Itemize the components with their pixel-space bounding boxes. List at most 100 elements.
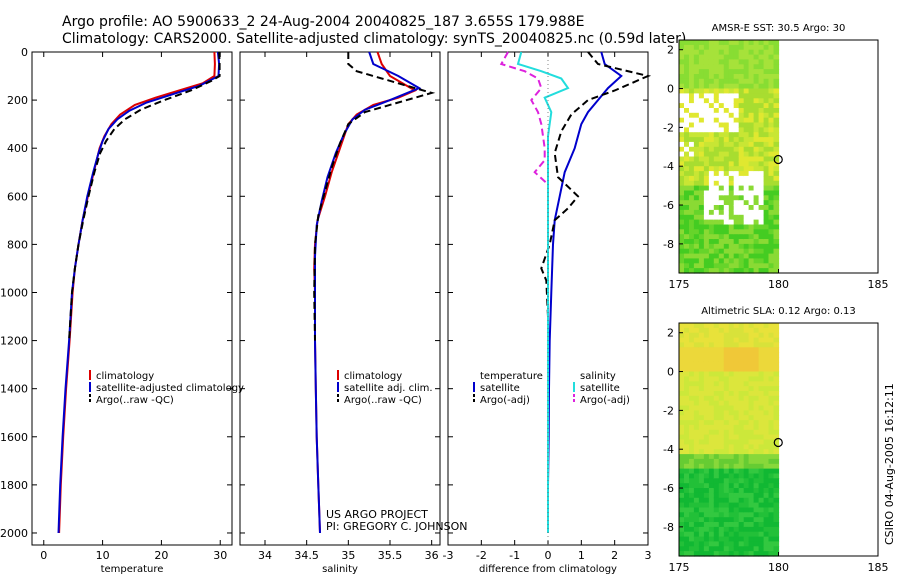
map-cell bbox=[758, 74, 765, 80]
map-cell bbox=[768, 405, 775, 411]
map-cell bbox=[733, 122, 740, 128]
map-cell bbox=[768, 478, 775, 484]
map-cell bbox=[718, 156, 725, 162]
map-cell bbox=[743, 132, 750, 138]
map-cell bbox=[679, 59, 685, 65]
map-cell bbox=[733, 458, 740, 465]
map-cell bbox=[689, 263, 695, 269]
map-cell bbox=[708, 357, 715, 363]
map-cell bbox=[763, 454, 770, 460]
map-cell bbox=[713, 342, 720, 348]
map-cell bbox=[773, 166, 780, 172]
map-cell bbox=[773, 161, 780, 167]
map-cell bbox=[773, 209, 780, 216]
map-cell bbox=[733, 78, 740, 85]
map-cell bbox=[768, 439, 775, 445]
map-cell bbox=[738, 546, 745, 552]
map-cell bbox=[713, 127, 720, 133]
y-tick-label: 600 bbox=[7, 190, 28, 203]
map-cell bbox=[718, 234, 725, 240]
map-cell bbox=[713, 468, 720, 475]
map-cell bbox=[679, 74, 685, 80]
map-cell bbox=[748, 420, 755, 426]
map-cell bbox=[718, 361, 725, 368]
map-cell bbox=[718, 434, 725, 441]
map-cell bbox=[763, 352, 770, 358]
map-cell bbox=[743, 429, 750, 436]
map-cell bbox=[698, 209, 705, 216]
map-cell bbox=[753, 468, 760, 475]
map-cell bbox=[713, 327, 720, 334]
map-cell bbox=[713, 151, 720, 158]
map-cell bbox=[753, 386, 760, 392]
map-cell bbox=[768, 151, 775, 158]
map-cell bbox=[723, 49, 730, 56]
map-cell bbox=[679, 234, 685, 240]
map-cell bbox=[758, 268, 765, 274]
map-cell bbox=[728, 40, 735, 46]
map-cell bbox=[693, 93, 700, 99]
map-cell bbox=[679, 175, 685, 182]
map-cell bbox=[753, 103, 760, 109]
map-cell bbox=[738, 74, 745, 80]
map-cell bbox=[684, 332, 690, 339]
map-cell bbox=[743, 488, 750, 494]
map-cell bbox=[738, 454, 745, 460]
map-cell bbox=[679, 357, 685, 363]
map-cell bbox=[679, 185, 685, 192]
map-cell bbox=[693, 376, 700, 382]
map-cell bbox=[703, 83, 710, 90]
map-cell bbox=[728, 391, 735, 397]
map-cell bbox=[738, 337, 745, 344]
map-cell bbox=[723, 366, 730, 373]
map-cell bbox=[723, 205, 730, 211]
map-cell bbox=[723, 478, 730, 484]
map-cell bbox=[773, 258, 780, 264]
map-cell bbox=[693, 526, 700, 533]
map-cell bbox=[728, 517, 735, 523]
map-cell bbox=[743, 541, 750, 547]
map-cell bbox=[693, 415, 700, 421]
map-cell bbox=[763, 69, 770, 75]
map-cell bbox=[718, 327, 725, 334]
map-cell bbox=[684, 478, 690, 484]
map-cell bbox=[758, 98, 765, 104]
map-cell bbox=[743, 361, 750, 368]
map-cell bbox=[689, 59, 695, 65]
map-cell bbox=[728, 175, 735, 182]
map-cell bbox=[753, 243, 760, 250]
map-cell bbox=[684, 381, 690, 387]
map-cell bbox=[768, 74, 775, 80]
map-cell bbox=[698, 156, 705, 162]
map-cell bbox=[684, 424, 690, 431]
map-cell bbox=[758, 166, 765, 172]
map-cell bbox=[708, 258, 715, 264]
map-cell bbox=[743, 54, 750, 61]
map-cell bbox=[684, 49, 690, 56]
map-cell bbox=[693, 219, 700, 226]
map-cell bbox=[684, 258, 690, 264]
map-cell bbox=[693, 468, 700, 475]
map-cell bbox=[733, 536, 740, 543]
map-cell bbox=[698, 458, 705, 465]
map-cell bbox=[753, 444, 760, 450]
map-cell bbox=[718, 146, 725, 153]
map-cell bbox=[708, 449, 715, 455]
map-cell bbox=[738, 366, 745, 373]
map-cell bbox=[728, 347, 735, 353]
map-cell bbox=[689, 122, 695, 128]
map-cell bbox=[728, 434, 735, 441]
map-cell bbox=[698, 473, 705, 479]
x-axis-label: salinity bbox=[322, 564, 358, 575]
map-cell bbox=[684, 54, 690, 61]
map-cell bbox=[723, 103, 730, 109]
map-cell bbox=[768, 253, 775, 260]
map-cell bbox=[689, 127, 695, 133]
map-cell bbox=[679, 44, 685, 51]
map-cell bbox=[679, 352, 685, 358]
map-cell bbox=[684, 59, 690, 65]
map-cell bbox=[733, 185, 740, 192]
map-cell bbox=[738, 141, 745, 148]
map-cell bbox=[679, 507, 685, 513]
map-cell bbox=[758, 205, 765, 211]
